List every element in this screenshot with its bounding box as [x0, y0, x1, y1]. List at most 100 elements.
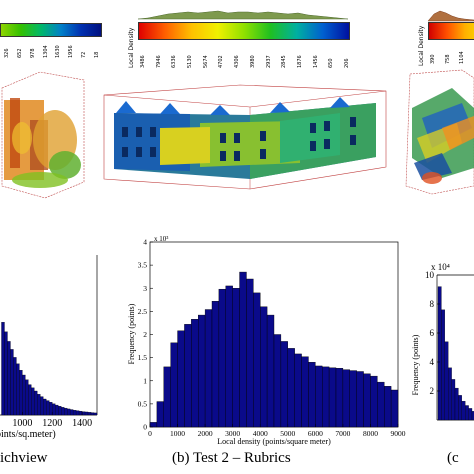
histogram-b-bar [177, 330, 185, 428]
histogram-b-bar [294, 353, 302, 428]
histogram-b-y-tick-label: 0 [143, 423, 147, 432]
colorbar-tick-label: 1104 [459, 51, 466, 64]
histogram-a-bar [81, 411, 86, 416]
histogram-a-bar [7, 341, 11, 416]
histogram-a-tick-label: 1000 [12, 418, 32, 429]
colorbar-tick-label: 326 [4, 48, 10, 58]
histogram-c-y-tick-label: 8 [430, 299, 435, 309]
histogram-b-bar [315, 365, 323, 428]
point-cloud-right [405, 69, 474, 195]
histogram-b-y-tick-label: 3 [143, 284, 147, 293]
histogram-c-y-tick-label: 10 [425, 270, 435, 280]
histogram-a-bar [25, 379, 29, 416]
colorbar-tick-label: 1876 [296, 55, 303, 68]
colorbar-tick-label: 1304 [42, 45, 49, 58]
colorbar-tick-label: 206 [344, 58, 350, 68]
colorbar-middle-histogram [138, 10, 348, 20]
histogram-b-x-tick-label: 1000 [170, 429, 185, 438]
histogram-b-y-ticks: 0 0.5 1 1.5 2 2.5 3 3.5 4 [138, 238, 153, 432]
colorbar-left-gradient [0, 23, 102, 37]
histogram-b-bar [377, 381, 385, 428]
histogram-b-bars [149, 271, 399, 428]
histogram-a-bar [37, 394, 41, 416]
histogram-b-bar [225, 285, 233, 428]
histogram-c-bar [465, 405, 469, 421]
histogram-b-y-tick-label: 2 [143, 330, 147, 339]
colorbar-tick-label: 3980 [249, 55, 256, 68]
colorbar-tick-label: 390 [430, 54, 436, 64]
colorbar-tick-label: 2937 [265, 55, 272, 68]
histogram-c-bar [468, 408, 473, 421]
colorbar-middle: Local Density 3486 7946 6336 5130 5674 4702 43… [122, 0, 352, 75]
colorbar-tick-label: 1630 [55, 45, 62, 58]
histogram-b-bar [335, 368, 344, 428]
colorbar-tick-label: 2845 [281, 55, 288, 68]
histogram-b-y-tick-label: 0.5 [138, 399, 148, 408]
histogram-a-bar [43, 398, 47, 416]
point-cloud-middle-facade [114, 97, 376, 179]
histogram-b-bar [163, 366, 171, 428]
histogram-b-bar [170, 342, 178, 428]
histogram-a-bar [19, 370, 23, 416]
histogram-b-x-tick-label: 9000 [391, 429, 406, 438]
histogram-a-bar [58, 406, 62, 416]
histogram-b-bar [260, 306, 268, 428]
histogram-a-bar [69, 409, 74, 416]
histogram-a-bar [31, 387, 35, 416]
point-cloud-left-points [4, 98, 81, 188]
colorbar-tick-label: 978 [29, 48, 36, 58]
histogram-c-y-tick-label: 2 [430, 386, 435, 396]
histogram-a-bar [78, 411, 83, 416]
histogram-b-bar [198, 314, 206, 428]
histogram-a: 1000 1200 1400 oints/sq.meter) [0, 255, 98, 440]
histogram-c-bar [461, 400, 466, 421]
histogram-a-xlabel: oints/sq.meter) [0, 429, 56, 440]
histogram-c-bar [448, 367, 452, 421]
colorbar-tick-label: 72 [81, 51, 88, 58]
histogram-a-bar [52, 403, 56, 416]
caption-right: (c [447, 450, 459, 466]
histogram-b-bar [308, 362, 316, 428]
colorbar-tick-label: 5130 [187, 55, 194, 68]
histogram-b-bar [232, 288, 240, 428]
histogram-c-y-ticks: 2 4 6 8 10 [425, 270, 440, 396]
histogram-c-bar [437, 286, 442, 421]
colorbar-tick-label: 5674 [202, 55, 209, 68]
histogram-b-bar [280, 341, 288, 428]
histogram-b-y-tick-label: 2.5 [138, 307, 148, 316]
histogram-c-bar [454, 387, 459, 421]
colorbar-tick-label: 7946 [155, 55, 162, 68]
histogram-b-x-tick-label: 8000 [363, 429, 378, 438]
histogram-c-y-tick-label: 6 [430, 328, 435, 338]
histogram-a-bar [75, 410, 80, 416]
histogram-a-bar [49, 402, 53, 416]
histogram-b-x-tick-label: 2000 [198, 429, 213, 438]
histogram-b-bar [370, 375, 378, 428]
histogram-b-bar [363, 373, 371, 428]
histogram-a-bar [13, 357, 17, 416]
histogram-b-x-ticks: 0 1000 2000 3000 4000 5000 6000 7000 8000 9000 [148, 424, 406, 438]
colorbar-tick-label: 4702 [218, 55, 225, 68]
histogram-a-bar [64, 407, 68, 416]
histogram-b-bar [253, 292, 261, 428]
histogram-b-bar [246, 278, 254, 428]
colorbar-tick-label: 652 [16, 48, 23, 58]
histogram-b-bar [266, 314, 275, 428]
histogram-b-x-tick-label: 5000 [280, 429, 295, 438]
histogram-a-bar [93, 412, 98, 416]
histogram-a-bars [1, 322, 98, 416]
caption-middle: (b) Test 2 – Rubrics [172, 450, 291, 466]
histogram-b-bar [211, 300, 220, 428]
histogram-b-bar [349, 370, 357, 428]
histogram-b-x-tick-label: 7000 [335, 429, 350, 438]
colorbar-left: 326 652 978 1304 1630 1956 72 18 [0, 0, 105, 60]
histogram-c-ylabel: Frequency (points) [411, 334, 420, 395]
histogram-b-y-tick-label: 1 [143, 376, 147, 385]
histogram-a-bar [55, 404, 59, 416]
colorbar-tick-label: 4306 [234, 55, 241, 68]
point-cloud-middle [103, 84, 387, 190]
histogram-b-bar [301, 356, 309, 428]
histogram-b-bar [239, 271, 247, 428]
colorbar-tick-label: 1456 [312, 55, 319, 68]
histogram-b-bar [342, 369, 350, 428]
